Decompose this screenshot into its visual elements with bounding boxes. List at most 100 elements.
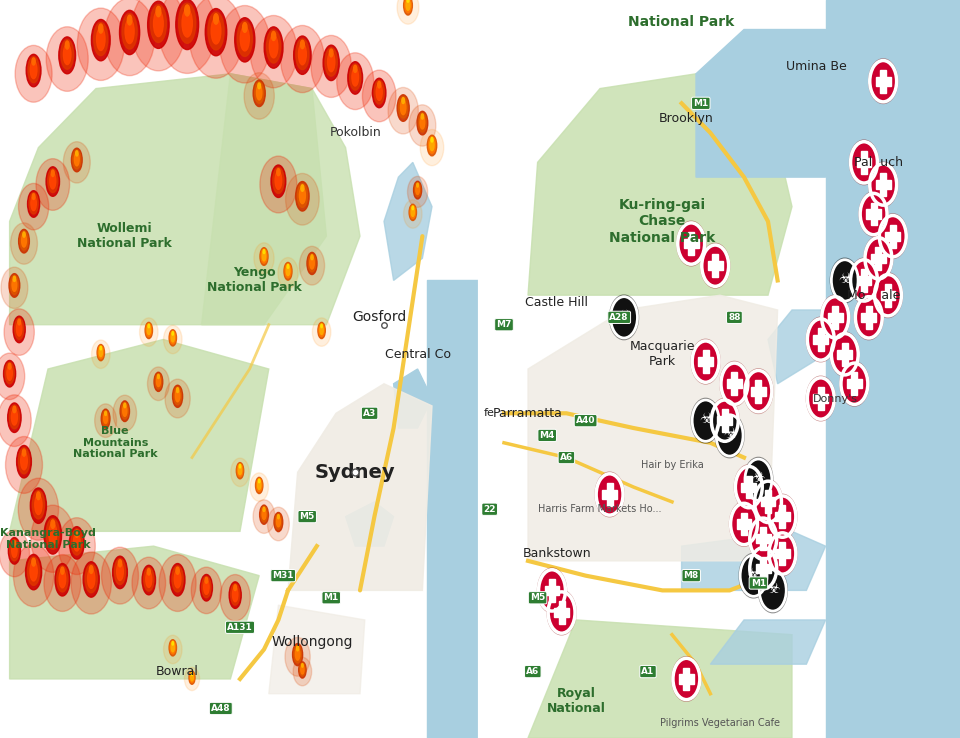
Ellipse shape [276, 514, 281, 529]
Ellipse shape [388, 88, 419, 134]
Circle shape [874, 273, 902, 317]
Circle shape [716, 415, 743, 456]
Polygon shape [384, 162, 432, 280]
Ellipse shape [146, 323, 152, 337]
Ellipse shape [307, 252, 317, 275]
Ellipse shape [100, 346, 102, 350]
Ellipse shape [156, 7, 160, 17]
Text: 22: 22 [483, 505, 496, 514]
Circle shape [850, 258, 878, 303]
Ellipse shape [176, 567, 180, 574]
Ellipse shape [4, 360, 15, 387]
Circle shape [851, 142, 877, 183]
Circle shape [672, 657, 701, 701]
Ellipse shape [262, 251, 266, 261]
Circle shape [750, 518, 777, 559]
Polygon shape [10, 546, 259, 679]
Circle shape [692, 341, 719, 382]
Ellipse shape [263, 507, 265, 511]
Circle shape [750, 548, 777, 589]
FancyBboxPatch shape [756, 564, 771, 573]
Ellipse shape [60, 567, 64, 574]
Ellipse shape [73, 150, 81, 169]
Ellipse shape [237, 21, 252, 57]
Ellipse shape [49, 523, 57, 545]
Ellipse shape [171, 643, 175, 652]
Ellipse shape [398, 97, 408, 118]
Ellipse shape [204, 580, 209, 594]
Circle shape [859, 192, 888, 236]
Ellipse shape [414, 182, 421, 199]
FancyBboxPatch shape [885, 284, 891, 306]
Ellipse shape [147, 568, 151, 575]
Ellipse shape [325, 48, 337, 76]
Circle shape [538, 568, 566, 613]
Text: Pal  uch: Pal uch [853, 156, 903, 169]
Circle shape [710, 399, 739, 443]
Text: Ku-ring-gai
Chase
National Park: Ku-ring-gai Chase National Park [610, 199, 715, 244]
Ellipse shape [285, 638, 310, 676]
FancyBboxPatch shape [746, 476, 752, 498]
Polygon shape [288, 384, 432, 590]
Ellipse shape [294, 645, 301, 663]
Ellipse shape [0, 353, 25, 400]
Polygon shape [202, 74, 360, 325]
Ellipse shape [172, 331, 174, 335]
Ellipse shape [31, 488, 46, 523]
Ellipse shape [253, 80, 265, 106]
FancyBboxPatch shape [828, 313, 843, 322]
Ellipse shape [262, 509, 266, 520]
Ellipse shape [308, 254, 316, 272]
Ellipse shape [31, 196, 36, 210]
Ellipse shape [18, 319, 20, 325]
Ellipse shape [120, 10, 140, 55]
Ellipse shape [236, 463, 244, 479]
Circle shape [678, 223, 705, 264]
Text: Bankstown: Bankstown [522, 547, 591, 560]
Ellipse shape [9, 363, 11, 369]
Text: M5: M5 [530, 593, 545, 602]
Ellipse shape [311, 255, 313, 260]
Circle shape [830, 258, 859, 303]
Ellipse shape [87, 569, 95, 588]
Ellipse shape [312, 318, 331, 346]
Ellipse shape [148, 1, 169, 49]
Ellipse shape [256, 86, 262, 100]
FancyBboxPatch shape [760, 528, 766, 550]
Ellipse shape [51, 170, 55, 176]
Ellipse shape [10, 405, 19, 429]
Circle shape [740, 555, 767, 596]
Ellipse shape [284, 263, 292, 280]
Ellipse shape [156, 376, 160, 387]
Text: Blue
Mountains
National Park: Blue Mountains National Park [73, 427, 157, 459]
Ellipse shape [97, 345, 105, 361]
Ellipse shape [71, 529, 83, 555]
Polygon shape [528, 620, 792, 738]
Ellipse shape [300, 246, 324, 285]
Text: A28: A28 [610, 313, 629, 322]
FancyBboxPatch shape [756, 380, 761, 402]
Ellipse shape [156, 373, 161, 389]
FancyBboxPatch shape [876, 247, 881, 269]
Ellipse shape [120, 401, 130, 421]
FancyBboxPatch shape [885, 232, 900, 241]
Ellipse shape [202, 576, 211, 598]
Ellipse shape [403, 0, 413, 15]
FancyBboxPatch shape [722, 410, 728, 432]
Text: Pokolbin: Pokolbin [329, 126, 381, 139]
Ellipse shape [319, 323, 324, 337]
FancyBboxPatch shape [559, 601, 564, 624]
Text: Castle Hill: Castle Hill [525, 296, 588, 309]
Text: M5: M5 [300, 512, 315, 521]
Circle shape [721, 363, 748, 404]
Ellipse shape [311, 35, 351, 97]
Circle shape [691, 339, 720, 384]
Ellipse shape [372, 78, 386, 108]
Ellipse shape [301, 663, 303, 667]
Circle shape [754, 480, 782, 524]
Ellipse shape [117, 562, 123, 581]
Ellipse shape [125, 19, 134, 44]
Ellipse shape [5, 362, 14, 384]
Ellipse shape [172, 641, 174, 645]
Ellipse shape [16, 446, 32, 478]
